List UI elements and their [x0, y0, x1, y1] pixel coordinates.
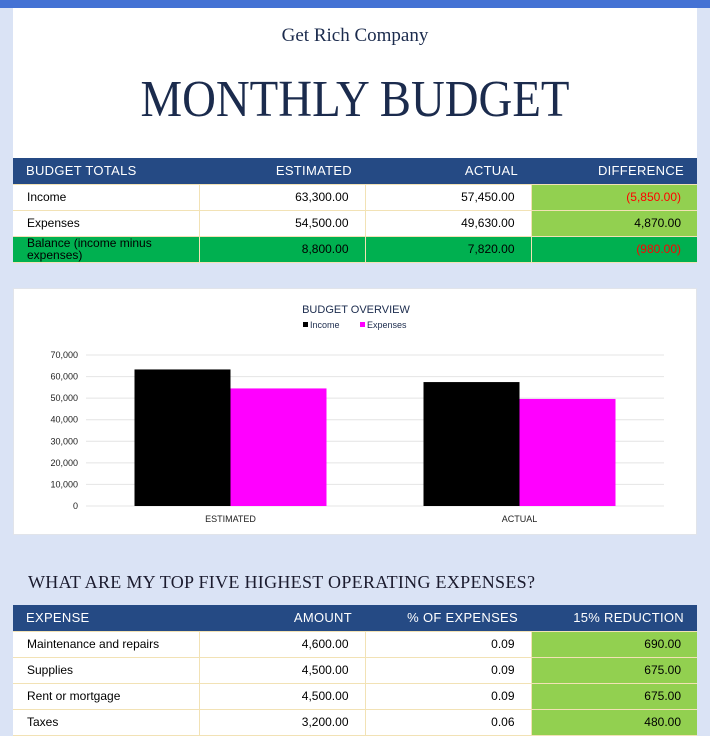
col-header: ESTIMATED	[199, 158, 365, 184]
budget-totals-table: BUDGET TOTALS ESTIMATED ACTUAL DIFFERENC…	[13, 158, 697, 263]
col-header: ACTUAL	[365, 158, 531, 184]
percent-cell[interactable]: 0.09	[364, 656, 532, 684]
table-row: Expenses 54,500.00 49,630.00 4,870.00	[13, 209, 697, 237]
actual-cell[interactable]: 57,450.00	[364, 183, 532, 211]
estimated-cell[interactable]: 63,300.00	[198, 183, 366, 211]
col-header: AMOUNT	[199, 605, 365, 631]
bar-expenses-actual[interactable]	[519, 398, 616, 506]
table-row: Maintenance and repairs 4,600.00 0.09 690.0…	[13, 630, 697, 658]
bar-income-actual[interactable]	[423, 382, 520, 506]
actual-cell[interactable]: 7,820.00	[364, 235, 532, 263]
col-header: EXPENSE	[13, 605, 199, 631]
y-tick-label: 10,000	[50, 479, 78, 489]
amount-cell[interactable]: 4,600.00	[198, 630, 366, 658]
estimated-cell[interactable]: 54,500.00	[198, 209, 366, 237]
section-heading: WHAT ARE MY TOP FIVE HIGHEST OPERATING E…	[28, 572, 536, 592]
top-bar	[0, 0, 710, 8]
percent-cell[interactable]: 0.06	[364, 708, 532, 736]
table-header: BUDGET TOTALS ESTIMATED ACTUAL DIFFERENC…	[13, 158, 697, 184]
table-row: Balance (income minus expenses) 8,800.00…	[13, 235, 697, 263]
amount-cell[interactable]: 4,500.00	[198, 656, 366, 684]
table-row: Supplies 4,500.00 0.09 675.00	[13, 656, 697, 684]
y-tick-label: 0	[73, 501, 78, 511]
y-tick-label: 70,000	[50, 350, 78, 360]
amount-cell[interactable]: 3,200.00	[198, 708, 366, 736]
estimated-cell[interactable]: 8,800.00	[198, 235, 366, 263]
expense-name-cell[interactable]: Supplies	[13, 656, 200, 684]
reduction-cell[interactable]: 690.00	[530, 630, 697, 658]
amount-cell[interactable]: 4,500.00	[198, 682, 366, 710]
reduction-cell[interactable]: 675.00	[530, 656, 697, 684]
x-tick-label: ESTIMATED	[205, 514, 256, 524]
y-tick-label: 40,000	[50, 415, 78, 425]
chart-title: BUDGET OVERVIEW	[302, 304, 410, 316]
percent-cell[interactable]: 0.09	[364, 682, 532, 710]
y-tick-label: 50,000	[50, 393, 78, 403]
page-title: MONTHLY BUDGET	[140, 71, 570, 128]
col-header: DIFFERENCE	[531, 158, 697, 184]
expense-name-cell[interactable]: Taxes	[13, 708, 200, 736]
company-name: Get Rich Company	[281, 25, 429, 46]
y-tick-label: 30,000	[50, 436, 78, 446]
table-row: Rent or mortgage 4,500.00 0.09 675.00	[13, 682, 697, 710]
percent-cell[interactable]: 0.09	[364, 630, 532, 658]
col-header: % OF EXPENSES	[365, 605, 531, 631]
table-row: Income 63,300.00 57,450.00 (5,850.00)	[13, 183, 697, 211]
header: Get Rich Company MONTHLY BUDGET	[13, 8, 697, 158]
col-header: BUDGET TOTALS	[13, 158, 199, 184]
reduction-cell[interactable]: 480.00	[530, 708, 697, 736]
bar-expenses-estimated[interactable]	[230, 388, 327, 506]
top-expenses-table: EXPENSE AMOUNT % OF EXPENSES 15% REDUCTI…	[13, 605, 697, 736]
row-label[interactable]: Balance (income minus expenses)	[13, 235, 200, 263]
budget-overview-chart[interactable]: BUDGET OVERVIEW Income Expenses 0 10,000 20,0…	[13, 288, 697, 535]
expense-name-cell[interactable]: Maintenance and repairs	[13, 630, 200, 658]
chart-svg: BUDGET OVERVIEW Income Expenses 0 10,000 20,0…	[50, 304, 664, 524]
row-label[interactable]: Expenses	[13, 209, 200, 237]
legend-label: Expenses	[367, 320, 407, 330]
table-row: Taxes 3,200.00 0.06 480.00	[13, 708, 697, 736]
x-tick-label: ACTUAL	[502, 514, 538, 524]
legend-swatch	[360, 322, 365, 327]
y-tick-label: 60,000	[50, 372, 78, 382]
actual-cell[interactable]: 49,630.00	[364, 209, 532, 237]
difference-cell[interactable]: (5,850.00)	[530, 183, 697, 211]
row-label[interactable]: Income	[13, 183, 200, 211]
legend-swatch	[303, 322, 308, 327]
reduction-cell[interactable]: 675.00	[530, 682, 697, 710]
legend-label: Income	[310, 320, 340, 330]
bar-income-estimated[interactable]	[134, 369, 231, 506]
table-header: EXPENSE AMOUNT % OF EXPENSES 15% REDUCTI…	[13, 605, 697, 631]
difference-cell[interactable]: 4,870.00	[530, 209, 697, 237]
difference-cell[interactable]: (980.00)	[530, 235, 697, 263]
y-tick-label: 20,000	[50, 458, 78, 468]
col-header: 15% REDUCTION	[531, 605, 697, 631]
expense-name-cell[interactable]: Rent or mortgage	[13, 682, 200, 710]
